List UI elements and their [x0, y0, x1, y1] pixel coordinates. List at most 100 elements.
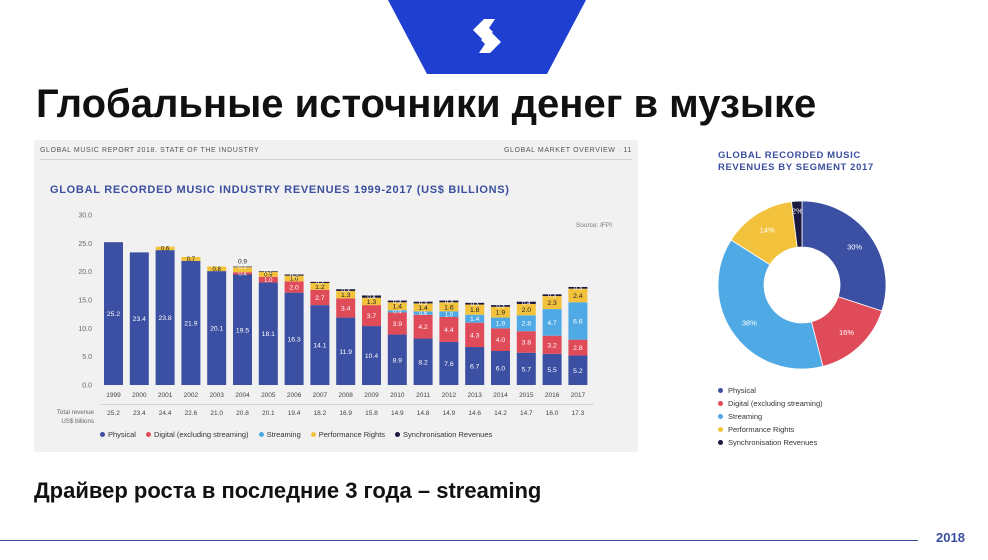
pie-legend-item-digital: Digital (excluding streaming) — [718, 397, 823, 410]
bar-data-label: 3.8 — [522, 339, 532, 346]
total-revenue-value: 14.6 — [468, 410, 481, 417]
bar-data-label: 1.9 — [496, 320, 506, 327]
bar-segment-digital — [258, 276, 278, 283]
x-tick-label: 2016 — [545, 392, 560, 399]
legend-item-physical: Physical — [100, 430, 136, 439]
bar-segment-digital — [233, 272, 252, 275]
bar-data-label: 11.9 — [339, 349, 352, 356]
bar-segment-physical — [233, 274, 252, 385]
bar-data-label: 0.3 — [445, 300, 454, 306]
bar-segment-streaming — [387, 310, 407, 313]
bar-data-label: 0.9 — [264, 272, 273, 278]
bar-segment-sync — [491, 305, 510, 307]
pie-title-line2: REVENUES BY SEGMENT 2017 — [718, 162, 874, 173]
bar-data-label: 0.1 — [264, 270, 273, 276]
bar-segment-performance — [362, 297, 381, 306]
bar-segment-physical — [129, 252, 149, 385]
report-header-rule — [40, 159, 632, 160]
bar-data-label: 0.3 — [419, 301, 428, 307]
total-revenue-value: 20.8 — [236, 410, 249, 417]
total-revenue-value: 20.1 — [262, 410, 275, 417]
pie-legend-item-performance: Performance Rights — [718, 423, 823, 436]
x-tick-label: 2003 — [209, 392, 224, 399]
pie-legend-label-streaming: Streaming — [728, 412, 763, 421]
pie-legend-item-physical: Physical — [718, 384, 823, 397]
pie-legend-swatch-digital — [718, 401, 723, 406]
x-tick-label: 2017 — [571, 392, 586, 399]
bar-data-label: 23.4 — [133, 316, 146, 323]
bar-segment-streaming — [413, 311, 433, 315]
x-tick-label: 2000 — [132, 392, 147, 399]
bar-data-label: 0.6 — [161, 247, 170, 253]
bar-segment-digital — [491, 328, 510, 351]
x-tick-label: 2008 — [338, 392, 353, 399]
bar-segment-sync — [465, 302, 485, 305]
report-section-name: GLOBAL MARKET OVERVIEW — [504, 147, 616, 154]
pie-chart-legend: Physical Digital (excluding streaming) S… — [718, 384, 823, 449]
legend-swatch-streaming — [258, 432, 264, 437]
bar-chart-legend: Physical Digital (excluding streaming) S… — [100, 430, 492, 439]
bar-segment-performance — [155, 246, 175, 251]
bar-data-label: 8.2 — [418, 359, 428, 366]
bar-chart-title: GLOBAL RECORDED MUSIC INDUSTRY REVENUES … — [50, 184, 510, 196]
bar-segment-performance — [207, 266, 227, 272]
report-header-right: GLOBAL MARKET OVERVIEW · 11 — [504, 147, 632, 154]
legend-label-digital: Digital (excluding streaming) — [153, 430, 249, 439]
total-revenue-value: 18.2 — [314, 410, 327, 417]
bar-segment-sync — [310, 281, 330, 283]
legend-item-digital: Digital (excluding streaming) — [145, 430, 249, 439]
bar-segment-physical — [336, 317, 356, 385]
donut-slice-sync — [791, 200, 803, 248]
bar-segment-physical — [207, 271, 227, 385]
bar-data-label: 1.2 — [315, 284, 325, 291]
bar-segment-physical — [362, 326, 381, 385]
legend-swatch-digital — [145, 432, 151, 437]
bar-data-label: 1.9 — [496, 310, 506, 317]
footer-year: 2018 — [936, 530, 965, 545]
x-tick-label: 1999 — [106, 392, 121, 399]
bar-segment-sync — [233, 266, 252, 268]
total-revenue-unit: US$ billions — [61, 418, 94, 425]
bar-segment-performance — [387, 302, 407, 311]
bar-data-label: 1.0 — [264, 278, 273, 284]
legend-label-physical: Physical — [108, 430, 136, 439]
bar-segment-streaming — [439, 311, 459, 317]
bar-data-label: 7.6 — [444, 361, 454, 368]
legend-item-performance: Performance Rights — [310, 430, 385, 439]
bar-data-label: 4.0 — [496, 337, 506, 344]
pie-title-line1: GLOBAL RECORDED MUSIC — [718, 150, 861, 161]
bar-data-label: 0.3 — [393, 300, 402, 306]
bar-data-label: 20.1 — [210, 326, 223, 333]
bar-segment-physical — [387, 334, 407, 385]
bar-segment-sync — [568, 286, 588, 289]
total-revenue-value: 17.3 — [572, 410, 585, 417]
bar-segment-streaming — [568, 302, 588, 340]
bar-data-label: 6.6 — [573, 318, 583, 325]
segment-donut-chart: 30% 16% 38% 14% 2% — [717, 200, 887, 370]
bar-data-label: 0.3 — [342, 288, 351, 294]
stylized-s-logo-icon — [473, 19, 501, 53]
bar-segment-sync — [439, 300, 459, 303]
bar-data-label: 2.3 — [547, 300, 557, 307]
bar-segment-digital — [542, 335, 562, 354]
x-tick-label: 2001 — [158, 392, 173, 399]
bar-data-label: 6.0 — [496, 366, 506, 373]
bar-segment-performance — [284, 275, 304, 282]
bar-data-label: 5.2 — [573, 368, 583, 375]
bar-segment-sync — [387, 300, 407, 303]
pie-legend-swatch-physical — [718, 388, 723, 393]
report-header-left: GLOBAL MUSIC REPORT 2018. STATE OF THE I… — [40, 147, 260, 154]
bar-segment-performance — [568, 288, 588, 303]
bar-segment-streaming — [516, 315, 536, 332]
bar-segment-sync — [336, 289, 356, 291]
total-revenue-value: 25.2 — [107, 410, 120, 417]
bar-segment-physical — [516, 352, 536, 385]
bar-segment-streaming — [542, 309, 562, 336]
bar-segment-physical — [465, 347, 485, 385]
revenue-bar-chart-panel: GLOBAL MUSIC REPORT 2018. STATE OF THE I… — [34, 140, 638, 452]
bar-data-label: 0.3 — [548, 293, 557, 299]
bar-data-label: 8.9 — [393, 357, 403, 364]
bar-segment-physical — [284, 292, 304, 385]
bar-data-label: 1.0 — [445, 312, 454, 318]
top-banner — [388, 0, 586, 74]
